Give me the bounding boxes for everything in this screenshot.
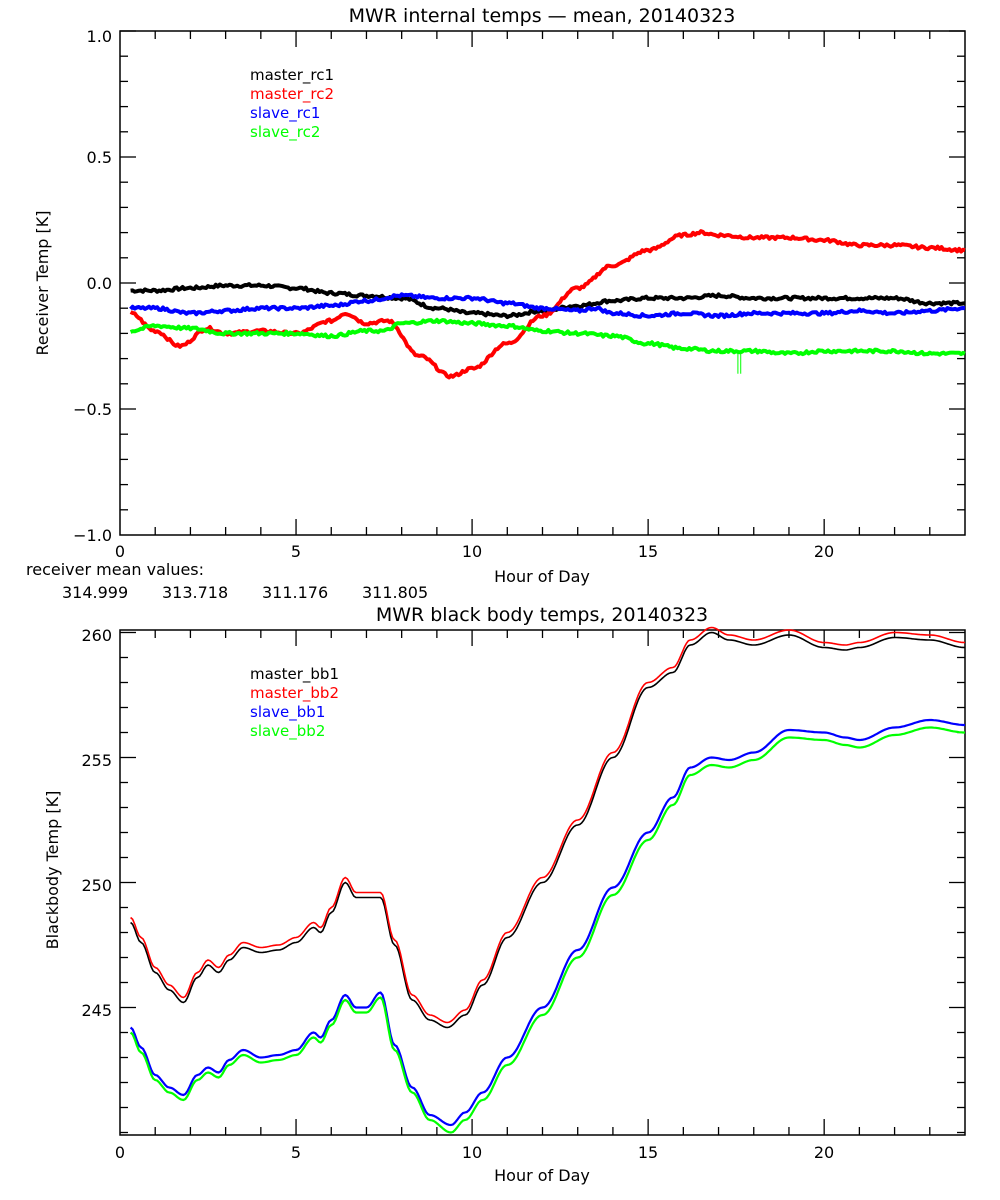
blackbody-temps-panel: MWR black body temps, 20140323 260 255 2… [43, 604, 966, 1185]
bottom-y-tick-label: 250 [81, 876, 112, 895]
top-x-tick-label: 0 [115, 542, 125, 561]
top-x-tick-label: 20 [814, 542, 834, 561]
series-line-slave-rc1 [129, 292, 966, 320]
bottom-x-tick-label: 5 [291, 1143, 301, 1162]
top-plot-frame [119, 30, 966, 536]
bottom-y-tick-label: 260 [81, 626, 112, 645]
bottom-x-tick-label: 10 [462, 1143, 482, 1162]
top-y-tick-label: −1.0 [73, 526, 112, 545]
series-line-slave-rc2 [129, 317, 966, 357]
legend-entry-slave-bb1: slave_bb1 [250, 703, 325, 722]
mean-value-slave-rc1: 311.176 [262, 583, 328, 602]
top-y-tick-label: −0.5 [73, 400, 112, 419]
top-x-tick-label: 5 [291, 542, 301, 561]
top-x-tick-label: 10 [462, 542, 482, 561]
receiver-temps-panel: MWR internal temps — mean, 20140323 1.0 … [33, 5, 966, 586]
series-line-master-bb1 [130, 631, 966, 1029]
mean-values-label: receiver mean values: [26, 560, 204, 579]
bottom-chart-title: MWR black body temps, 20140323 [376, 604, 708, 626]
legend-entry-slave-bb2: slave_bb2 [250, 722, 325, 741]
top-x-tick-labels: 0 5 10 15 20 [115, 542, 834, 561]
top-y-tick-label: 1.0 [87, 27, 112, 46]
bottom-axis-ticks [120, 630, 965, 1135]
top-y-tick-label: 0.0 [87, 274, 112, 293]
mean-value-master-rc2: 313.718 [162, 583, 228, 602]
legend-entry-master-rc2: master_rc2 [250, 85, 334, 104]
top-y-tick-label: 0.5 [87, 148, 112, 167]
bottom-x-tick-labels: 0 5 10 15 20 [115, 1143, 834, 1162]
bottom-x-axis-label: Hour of Day [494, 1166, 590, 1185]
receiver-mean-values: receiver mean values: 314.999 313.718 31… [26, 560, 428, 602]
bottom-y-tick-labels: 260 255 250 245 [81, 626, 112, 1020]
bottom-y-tick-label: 245 [81, 1001, 112, 1020]
top-legend: master_rc1 master_rc2 slave_rc1 slave_rc… [250, 66, 334, 142]
bottom-legend: master_bb1 master_bb2 slave_bb1 slave_bb… [250, 665, 339, 741]
bottom-x-tick-label: 20 [814, 1143, 834, 1162]
legend-entry-master-bb1: master_bb1 [250, 665, 339, 684]
bottom-x-tick-label: 0 [115, 1143, 125, 1162]
mean-value-slave-rc2: 311.805 [362, 583, 428, 602]
series-line-master-bb2 [130, 626, 966, 1024]
bottom-series-lines [129, 626, 966, 1134]
top-y-tick-labels: 1.0 0.5 0.0 −0.5 −1.0 [73, 27, 112, 545]
top-series-lines [129, 229, 966, 380]
legend-entry-slave-rc2: slave_rc2 [250, 123, 320, 142]
legend-entry-master-rc1: master_rc1 [250, 66, 334, 85]
legend-entry-master-bb2: master_bb2 [250, 684, 339, 703]
legend-entry-slave-rc1: slave_rc1 [250, 104, 320, 123]
series-line-master-rc2 [129, 229, 966, 380]
series-line-slave-bb1 [129, 718, 965, 1127]
top-x-tick-label: 15 [638, 542, 658, 561]
top-x-axis-label: Hour of Day [494, 567, 590, 586]
bottom-x-tick-label: 15 [638, 1143, 658, 1162]
top-axis-ticks [120, 30, 965, 535]
series-line-slave-bb2 [129, 726, 965, 1134]
bottom-y-tick-label: 255 [81, 751, 112, 770]
top-y-axis-label: Receiver Temp [K] [33, 210, 52, 355]
bottom-y-axis-label: Blackbody Temp [K] [43, 791, 62, 950]
mean-value-master-rc1: 314.999 [62, 583, 128, 602]
top-chart-title: MWR internal temps — mean, 20140323 [349, 5, 736, 27]
